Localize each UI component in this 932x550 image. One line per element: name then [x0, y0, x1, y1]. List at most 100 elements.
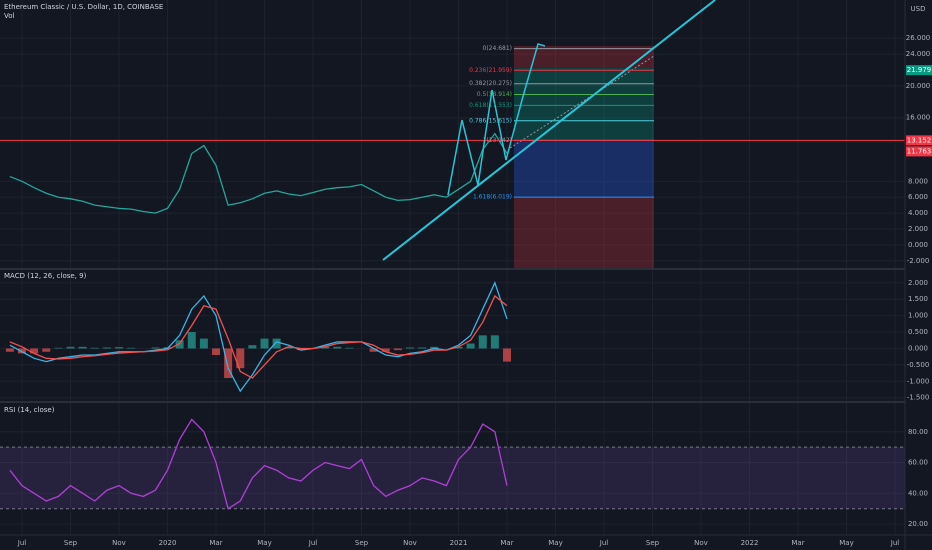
histogram-bar	[30, 348, 39, 354]
fib-label: 0(24.681)	[483, 45, 513, 52]
fib-label: 0.5(18.914)	[477, 91, 512, 98]
fib-label: 1.618(6.019)	[473, 194, 512, 201]
x-tick-label: Sep	[646, 539, 660, 547]
series-line	[9, 294, 508, 379]
position-zone	[514, 68, 654, 140]
x-tick-label: 2021	[450, 539, 468, 547]
x-tick-label: Jul	[599, 539, 609, 547]
pane-divider	[0, 268, 905, 270]
price-tag	[906, 146, 932, 157]
chart-title: Ethereum Classic / U.S. Dollar, 1D, COIN…	[4, 3, 163, 11]
histogram-bar	[478, 335, 487, 349]
histogram-bar	[430, 346, 439, 349]
x-tick-label: Sep	[64, 539, 78, 547]
fib-label: 1(13.142)	[483, 137, 513, 144]
position-zone	[514, 198, 654, 268]
x-tick-label: May	[839, 539, 853, 547]
histogram-bar	[345, 347, 354, 349]
y-tick-label: 1.000	[908, 312, 928, 320]
histogram-bar	[54, 347, 63, 349]
grid-layer	[0, 0, 905, 535]
price-tag	[906, 65, 932, 76]
histogram-bar	[66, 346, 75, 349]
histogram-bar	[42, 348, 51, 352]
y-tick-label: 8.000	[908, 177, 928, 185]
position-line	[509, 55, 655, 149]
histogram-bar	[503, 348, 511, 362]
histogram-bar	[212, 348, 220, 356]
currency: USD	[911, 5, 926, 13]
histogram-bar	[102, 347, 111, 349]
histogram-bar	[127, 347, 136, 349]
y-tick-label: 2.000	[908, 279, 928, 287]
projection-path	[447, 43, 546, 196]
histogram-bar	[248, 345, 257, 349]
price-tag-label: 13.152	[907, 136, 932, 144]
x-tick-label: Sep	[355, 539, 369, 547]
pane-divider	[0, 401, 905, 403]
y-tick-label: 0.500	[908, 328, 928, 336]
histogram-bar	[224, 348, 233, 379]
position-zone	[514, 46, 654, 68]
histogram-bar	[406, 347, 414, 349]
y-tick-label: 40.00	[908, 489, 928, 497]
histogram-bar	[78, 346, 87, 349]
y-tick-label: 0.000	[908, 344, 928, 352]
x-tick-label: Nov	[112, 539, 126, 547]
histogram-bar	[199, 338, 208, 349]
y-tick-label: 26.000	[906, 34, 931, 42]
fib-label: 0.382(20.275)	[469, 80, 512, 87]
fib-label: 0.618(17.553)	[469, 102, 512, 109]
y-tick-label: 20.000	[906, 82, 931, 90]
fib-label: 0.236(21.959)	[469, 67, 512, 74]
histogram-bar	[90, 347, 99, 349]
fib-label: 0.786(15.615)	[469, 117, 512, 124]
series-line	[9, 281, 508, 393]
y-tick-label: 20.00	[908, 520, 928, 528]
histogram-bar	[18, 348, 26, 354]
series-line	[9, 418, 508, 510]
histogram-bar	[296, 348, 305, 351]
histogram-bar	[466, 343, 475, 349]
histogram-bar	[284, 346, 293, 349]
rsi-title: RSI (14, close)	[4, 406, 55, 414]
histogram-bar	[151, 347, 160, 349]
x-tick-label: Jul	[308, 539, 318, 547]
y-tick-label: 1.500	[908, 295, 928, 303]
histogram-bar	[115, 347, 123, 349]
histogram-bar	[333, 346, 342, 349]
macd-title: MACD (12, 26, close, 9)	[4, 272, 87, 280]
trend-line	[382, 0, 716, 261]
x-tick-label: May	[548, 539, 562, 547]
histogram-bar	[418, 347, 427, 349]
position-zone	[514, 140, 654, 198]
histogram-bar	[5, 348, 14, 352]
rsi-band	[0, 447, 905, 509]
price-tag-label: 21.979	[907, 66, 932, 74]
y-tick-label: 6.000	[908, 193, 928, 201]
x-tick-label: Mar	[500, 539, 513, 547]
histogram-bar	[272, 338, 281, 349]
y-tick-label: 80.00	[908, 428, 928, 436]
price-tag	[906, 135, 932, 146]
histogram-bar	[236, 348, 245, 369]
histogram-bar	[175, 340, 184, 349]
x-tick-label: Jul	[890, 539, 900, 547]
histogram-bar	[393, 348, 402, 351]
x-tick-label: Nov	[403, 539, 417, 547]
histogram-bar	[369, 348, 378, 352]
x-tick-label: May	[257, 539, 271, 547]
marks-layer	[0, 48, 905, 510]
histogram-bar	[490, 335, 499, 349]
histogram-bar	[381, 348, 390, 352]
y-tick-label: 2.000	[908, 225, 928, 233]
volume-label: Vol	[4, 12, 15, 20]
y-tick-label: 24.000	[906, 50, 931, 58]
y-tick-label: 60.00	[908, 459, 928, 467]
series-line	[9, 132, 508, 214]
x-tick-label: Mar	[209, 539, 222, 547]
y-tick-label: -1.500	[907, 394, 930, 402]
x-tick-label: Jul	[17, 539, 27, 547]
